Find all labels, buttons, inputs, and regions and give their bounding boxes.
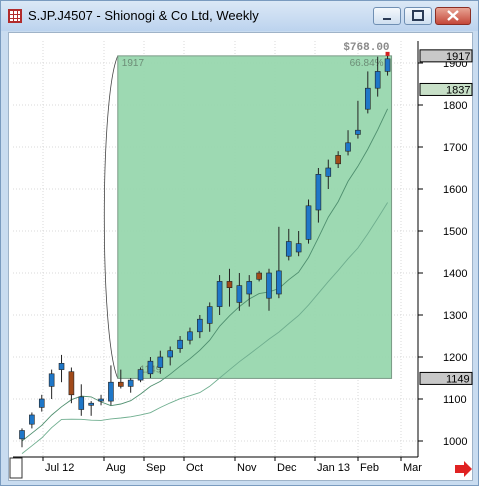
candle — [345, 130, 351, 156]
time-tick-label: Mar — [403, 462, 422, 474]
minimize-icon — [383, 18, 391, 20]
time-tick-label: Nov — [237, 462, 257, 474]
measure-bracket — [103, 55, 119, 379]
last-bar-marker — [385, 51, 390, 56]
candle — [335, 151, 341, 168]
scroll-right-arrow-icon[interactable] — [455, 461, 472, 477]
high-price-label: 1917 — [446, 51, 470, 63]
corner-box[interactable] — [9, 457, 23, 479]
moving-averages — [21, 108, 389, 454]
price-tick-label: 1800 — [443, 100, 467, 112]
minimize-button[interactable] — [373, 7, 401, 25]
close-icon — [447, 10, 459, 21]
candle — [355, 100, 361, 139]
low-price-label-box — [419, 371, 473, 385]
candle — [137, 367, 144, 383]
price-labels: 1917 1837 1149 — [419, 49, 473, 385]
candle — [187, 327, 193, 345]
low-price-label: 1149 — [446, 373, 470, 385]
candle — [384, 55, 391, 76]
maximize-button[interactable] — [404, 7, 432, 25]
app-grid-icon — [8, 9, 22, 23]
candle — [197, 315, 203, 339]
maximize-icon — [412, 10, 424, 21]
candle — [305, 199, 312, 244]
price-tick-label: 1100 — [443, 394, 467, 406]
time-tick-label: Dec — [277, 462, 297, 474]
close-button[interactable] — [435, 7, 471, 25]
candle — [68, 367, 75, 404]
candle — [216, 275, 223, 315]
ma-fast-line — [21, 108, 389, 442]
candle — [236, 273, 243, 311]
time-axis: Jul 12 Aug Sep Oct Nov Dec Jan 13 Feb Mar — [13, 456, 422, 474]
time-tick-label: Jan 13 — [317, 462, 350, 474]
price-tick-label: 1700 — [443, 142, 467, 154]
time-tick-label: Jul 12 — [45, 462, 74, 474]
candle — [266, 268, 272, 311]
measure-box[interactable] — [117, 55, 393, 379]
candle — [315, 168, 322, 223]
candle — [246, 275, 253, 307]
candle — [167, 346, 173, 366]
candle — [108, 365, 114, 406]
candle — [364, 71, 371, 114]
candle — [98, 394, 104, 406]
candle — [226, 268, 233, 307]
candle — [78, 384, 85, 416]
price-tick-label: 1400 — [443, 268, 467, 280]
candlestick-chart[interactable]: 1917 1149 66.84% $768.00 190018001700160… — [9, 33, 474, 482]
candle — [147, 357, 154, 378]
candle — [29, 412, 35, 429]
current-price-label-box — [419, 82, 473, 96]
candle — [177, 336, 183, 353]
candle — [48, 369, 55, 399]
percent-change-label: 66.84% — [350, 58, 384, 69]
current-price-label: 1837 — [446, 84, 470, 96]
candles — [19, 51, 391, 448]
price-tick-label: 1000 — [443, 436, 467, 448]
candle — [118, 369, 124, 389]
time-tick-label: Sep — [146, 462, 166, 474]
price-tick-label: 1300 — [443, 310, 467, 322]
candle — [325, 159, 332, 189]
time-tick-label: Oct — [186, 462, 203, 474]
price-tick-label: 1600 — [443, 184, 467, 196]
candle — [285, 228, 292, 261]
candle — [127, 378, 134, 393]
candle — [206, 302, 213, 332]
high-price-label-box — [419, 49, 473, 63]
candle — [374, 56, 381, 97]
price-tick-label: 1500 — [443, 226, 467, 238]
candle — [58, 354, 65, 383]
candle — [88, 401, 94, 416]
chart-panel[interactable]: 1917 1149 66.84% $768.00 190018001700160… — [8, 32, 473, 481]
ma-slow-line — [21, 202, 388, 454]
value-change-label: $768.00 — [343, 42, 389, 54]
candle — [38, 394, 45, 412]
candle — [19, 428, 25, 448]
box-high-label: 1917 — [122, 58, 145, 69]
time-tick-label: Feb — [360, 462, 379, 474]
price-tick-label: 1200 — [443, 352, 467, 364]
title-bar[interactable]: S.JP.J4507 - Shionogi & Co Ltd, Weekly — [1, 1, 478, 31]
candle — [256, 270, 262, 282]
candle — [276, 226, 282, 299]
candle — [295, 231, 302, 257]
window-title: S.JP.J4507 - Shionogi & Co Ltd, Weekly — [28, 8, 259, 23]
time-tick-label: Aug — [106, 462, 126, 474]
candle — [157, 350, 164, 374]
